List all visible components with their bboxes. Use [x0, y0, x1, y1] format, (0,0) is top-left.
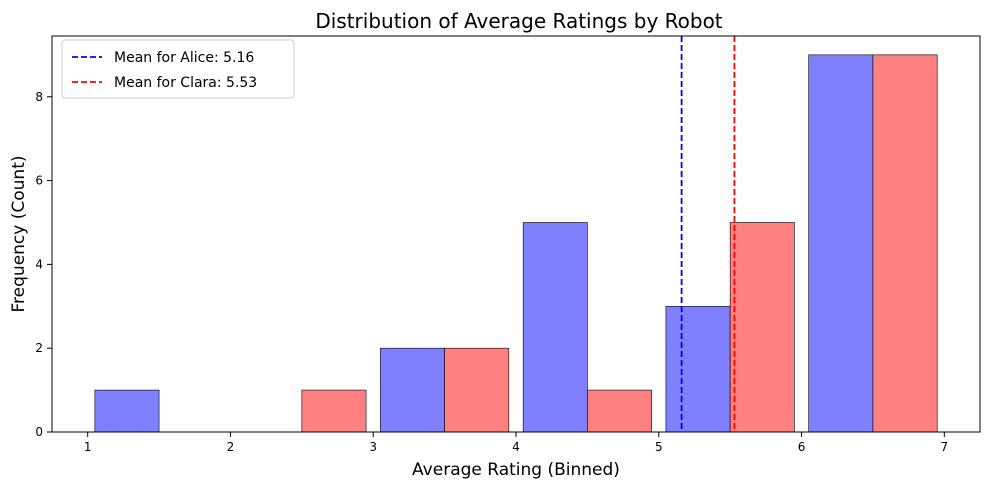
legend-box	[61, 39, 295, 99]
bar-alice-1	[380, 347, 445, 433]
bar-clara-0	[301, 389, 367, 433]
x-tick-label-3: 3	[369, 440, 377, 454]
bar-clara-3	[729, 222, 795, 433]
bar-alice-3	[665, 305, 731, 433]
axes-layer: 1 2 3 4 5 6 7 0 2 4 6 8	[35, 35, 981, 454]
bar-clara-1	[444, 347, 510, 433]
x-tick-label-7: 7	[940, 440, 948, 454]
y-tick-label-4: 4	[35, 257, 43, 271]
y-tick-label-8: 8	[35, 90, 43, 104]
legend-label-1: Mean for Clara: 5.53	[114, 75, 257, 91]
y-tick-label-2: 2	[35, 341, 43, 355]
bar-clara-4	[872, 54, 938, 433]
y-tick-label-6: 6	[35, 174, 43, 188]
x-tick-label-1: 1	[84, 440, 92, 454]
y-tick-label-0: 0	[35, 425, 43, 439]
bar-alice-0	[94, 389, 160, 433]
bar-alice-2	[522, 222, 588, 433]
x-tick-label-6: 6	[798, 440, 806, 454]
x-tick-label-5: 5	[655, 440, 663, 454]
legend: Mean for Alice: 5.16 Mean for Clara: 5.53	[61, 39, 295, 99]
chart-title: Distribution of Average Ratings by Robot	[315, 9, 722, 33]
bar-alice-4	[808, 54, 874, 433]
mean-lines-layer	[680, 36, 736, 432]
bars-layer	[94, 54, 938, 433]
legend-label-0: Mean for Alice: 5.16	[114, 50, 254, 66]
x-tick-label-2: 2	[227, 440, 235, 454]
x-tick-label-4: 4	[512, 440, 520, 454]
bar-clara-2	[587, 389, 652, 433]
x-axis-title: Average Rating (Binned)	[412, 460, 620, 480]
y-axis-title: Frequency (Count)	[9, 156, 29, 313]
